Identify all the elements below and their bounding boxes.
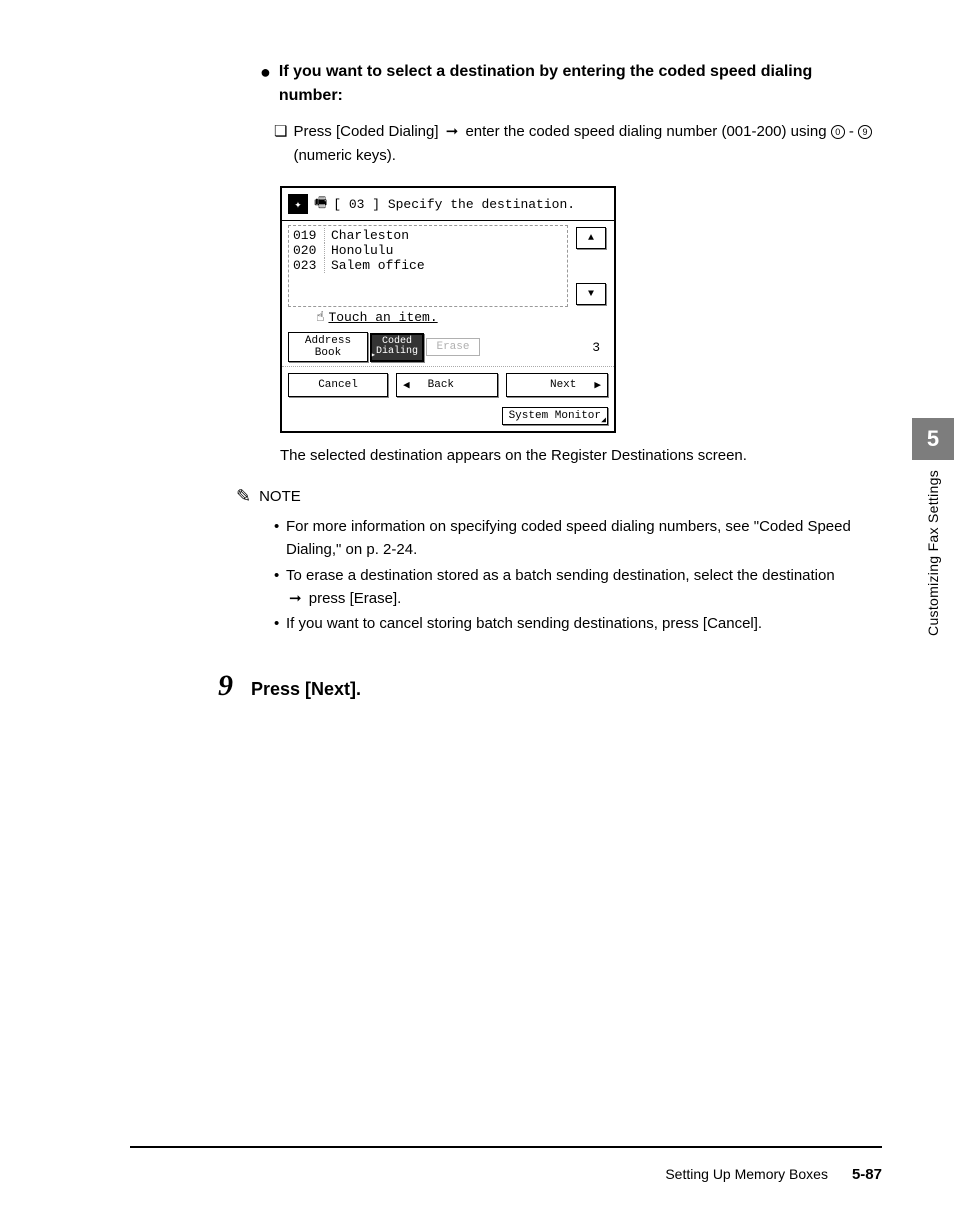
bullet-icon: ● xyxy=(260,60,271,85)
back-button[interactable]: ◀ Back xyxy=(396,373,498,397)
list-item-name: Charleston xyxy=(325,228,409,243)
next-button[interactable]: Next ▶ xyxy=(506,373,608,397)
numkey-end-icon: 9 xyxy=(858,125,872,139)
globe-icon: ✦ xyxy=(288,194,308,214)
destination-list: 019 Charleston 020 Honolulu 023 Salem of… xyxy=(288,225,568,307)
chapter-label: Customizing Fax Settings xyxy=(925,470,941,636)
btn-label: Cancel xyxy=(318,379,358,391)
footer-page-number: 5-87 xyxy=(852,1166,882,1183)
step-9: 9 Press [Next]. xyxy=(218,669,879,703)
hand-icon: ☝ xyxy=(316,309,324,326)
step-text: Press [Next]. xyxy=(251,679,361,700)
scroll-up-button[interactable]: ▲ xyxy=(576,227,606,249)
erase-button[interactable]: Erase xyxy=(426,338,480,356)
list-item[interactable]: 023 Salem office xyxy=(293,258,563,273)
count-label: 3 xyxy=(592,340,608,355)
result-text: The selected destination appears on the … xyxy=(280,447,879,464)
lcd-header: ✦ 🖷 [ 03 ] Specify the destination. xyxy=(282,188,614,221)
btn-label: Erase xyxy=(436,341,469,353)
chevron-down-icon: ▼ xyxy=(588,289,594,300)
btn-label: Next xyxy=(550,379,576,391)
scroll-down-button[interactable]: ▼ xyxy=(576,283,606,305)
list-item-num: 020 xyxy=(293,243,325,258)
list-item-name: Salem office xyxy=(325,258,425,273)
btn-label-b: Dialing xyxy=(376,347,418,358)
list-item-name: Honolulu xyxy=(325,243,393,258)
text-c: (numeric keys). xyxy=(293,147,396,164)
cancel-button[interactable]: Cancel xyxy=(288,373,388,397)
chapter-number: 5 xyxy=(912,418,954,460)
address-book-button[interactable]: Address Book xyxy=(288,332,368,362)
footer-divider xyxy=(130,1146,882,1148)
btn-label: System Monitor xyxy=(509,410,601,422)
numkey-start-icon: 0 xyxy=(831,125,845,139)
pencil-icon: ✎ xyxy=(236,486,251,507)
note-heading: ✎ NOTE xyxy=(236,486,879,507)
system-monitor-button[interactable]: System Monitor xyxy=(502,407,608,425)
checkbox-icon: ❏ xyxy=(274,122,287,140)
section-heading: ● If you want to select a destination by… xyxy=(260,60,879,108)
text-a: Press [Coded Dialing] xyxy=(293,123,438,140)
triangle-left-icon: ◀ xyxy=(403,378,410,392)
note-text-b: press [Erase]. xyxy=(309,590,402,607)
fax-icon: 🖷 xyxy=(314,192,327,216)
hint-text: Touch an item. xyxy=(328,310,437,325)
text-b: enter the coded speed dialing number (00… xyxy=(465,123,826,140)
heading-text: If you want to select a destination by e… xyxy=(279,60,879,108)
lcd-header-text: [ 03 ] Specify the destination. xyxy=(333,197,575,212)
lcd-screenshot: ✦ 🖷 [ 03 ] Specify the destination. 019 … xyxy=(280,186,616,433)
arrow-icon: ➞ xyxy=(446,123,459,140)
chevron-up-icon: ▲ xyxy=(588,233,594,244)
list-item[interactable]: 019 Charleston xyxy=(293,228,563,243)
note-item: To erase a destination stored as a batch… xyxy=(274,564,879,611)
triangle-right-icon: ▶ xyxy=(594,378,601,392)
list-item-num: 019 xyxy=(293,228,325,243)
note-item: If you want to cancel storing batch send… xyxy=(274,612,879,635)
coded-dialing-button[interactable]: Coded Dialing xyxy=(370,333,424,362)
note-label: NOTE xyxy=(259,488,301,505)
btn-label: Back xyxy=(428,379,454,391)
footer-section-title: Setting Up Memory Boxes xyxy=(665,1166,828,1182)
instruction-text: Press [Coded Dialing] ➞ enter the coded … xyxy=(293,120,879,168)
arrow-icon: ➞ xyxy=(289,590,302,607)
list-item[interactable]: 020 Honolulu xyxy=(293,243,563,258)
note-item: For more information on specifying coded… xyxy=(274,515,879,562)
btn-label: Address Book xyxy=(305,335,351,359)
instruction-item: ❏ Press [Coded Dialing] ➞ enter the code… xyxy=(274,120,879,168)
note-text-a: To erase a destination stored as a batch… xyxy=(286,567,835,584)
note-list: For more information on specifying coded… xyxy=(274,515,879,635)
list-item-num: 023 xyxy=(293,258,325,273)
side-tab: 5 Customizing Fax Settings xyxy=(912,418,954,636)
step-number: 9 xyxy=(218,669,233,703)
page-footer: Setting Up Memory Boxes 5-87 xyxy=(130,1146,882,1183)
touch-hint: ☝ Touch an item. xyxy=(282,307,614,328)
